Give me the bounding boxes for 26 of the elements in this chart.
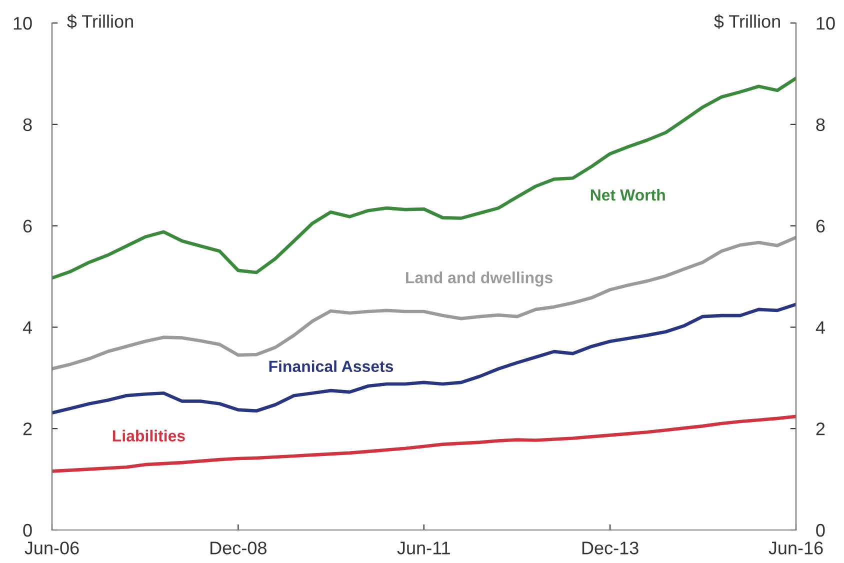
y2-tick-label: 2 <box>816 422 825 436</box>
y-tick-label: 0 <box>23 524 32 537</box>
y-tick-label: 10 <box>14 16 32 30</box>
x-tick-label: Jun-11 <box>397 542 450 554</box>
series-label: Land and dwellings <box>406 272 553 287</box>
y-tick-label: 4 <box>22 321 32 334</box>
y2-tick-label: 10 <box>816 16 835 30</box>
y-tick-label: 6 <box>23 220 32 233</box>
line-series <box>52 414 796 473</box>
y-tick-label: 2 <box>23 422 32 436</box>
y2-tick-label: 0 <box>816 524 825 537</box>
x-tick-label: Jun-06 <box>24 542 79 554</box>
y-axis-title: $ Trillion <box>67 14 133 29</box>
y2-tick-label: 6 <box>816 220 825 233</box>
line-series <box>52 302 796 415</box>
x-tick-label: Jun-16 <box>768 542 823 554</box>
series-label: Net Worth <box>590 188 665 201</box>
series-label: Liabilities <box>112 430 185 442</box>
y2-axis-title: $ Trillion <box>714 14 780 29</box>
x-tick-label: Dec-08 <box>210 542 266 554</box>
line-series <box>52 236 796 370</box>
x-tick-label: Dec-13 <box>582 542 638 554</box>
y2-tick-label: 8 <box>816 118 825 132</box>
y-tick-label: 8 <box>23 118 32 132</box>
series-label: Finanical Assets <box>269 360 394 372</box>
y2-tick-label: 4 <box>816 321 825 334</box>
